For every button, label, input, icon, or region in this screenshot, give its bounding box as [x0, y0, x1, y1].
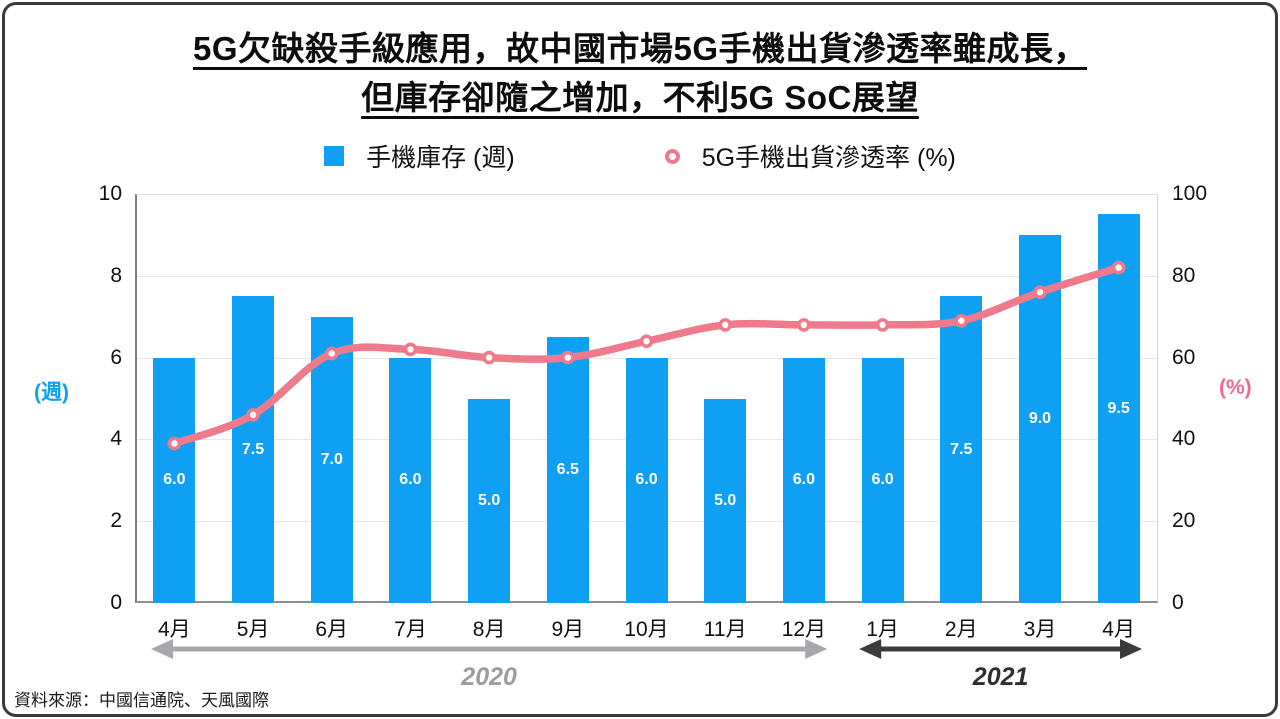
y-axis-tick-left: 4 [110, 427, 122, 451]
y-axis-tick-left: 8 [110, 263, 122, 287]
chart-title-line2: 但庫存卻隨之增加，不利5G SoC展望 [361, 79, 919, 116]
left-axis-unit-label: (週) [34, 381, 69, 404]
legend-item-inventory: 手機庫存 (週) [324, 138, 515, 174]
bar [468, 398, 511, 603]
y-axis-tick-right: 60 [1172, 345, 1196, 369]
x-axis-label: 6月 [315, 618, 349, 641]
arrowhead-icon [151, 639, 173, 659]
bar-value-label: 7.5 [950, 440, 973, 458]
y-axis-tick-left: 10 [98, 182, 122, 205]
data-point-marker [639, 334, 654, 349]
bar-value-label: 9.0 [1028, 409, 1052, 427]
legend-label-penetration: 5G手機出貨滲透率 (%) [701, 144, 956, 172]
chart-title-line1: 5G欠缺殺手級應用，故中國市場5G手機出貨滲透率雖成長， [192, 30, 1088, 67]
x-axis-label: 1月 [866, 618, 899, 641]
legend-label-inventory: 手機庫存 (週) [366, 144, 515, 172]
bar-value-label: 6.0 [399, 471, 422, 489]
bar [782, 357, 825, 603]
bar [153, 357, 196, 603]
y-axis-tick-left: 6 [110, 345, 122, 369]
x-axis-label: 10月 [624, 618, 669, 641]
bar [546, 337, 589, 603]
source-note: 資料來源：中國信通院、天風國際 [14, 691, 269, 710]
bar-value-label: 7.5 [241, 440, 265, 458]
data-point-marker [482, 350, 496, 365]
arrowhead-icon [1120, 639, 1142, 659]
x-axis-label: 8月 [472, 618, 506, 641]
chart-title: 5G欠缺殺手級應用，故中國市場5G手機出貨滲透率雖成長， 但庫存卻隨之增加，不利… [0, 24, 1280, 122]
y-axis-tick-left: 2 [110, 509, 122, 533]
bar [940, 296, 983, 603]
chart-legend: 手機庫存 (週) 5G手機出貨滲透率 (%) [0, 138, 1280, 174]
bar-value-label: 5.0 [714, 491, 737, 509]
data-point-marker [875, 318, 890, 332]
bar-value-label: 6.5 [556, 461, 579, 479]
x-axis-label: 2月 [944, 618, 978, 641]
legend-item-penetration: 5G手機出貨滲透率 (%) [664, 138, 956, 174]
trend-line [170, 263, 1123, 448]
x-axis-label: 9月 [551, 618, 585, 641]
bar [1097, 214, 1140, 603]
x-axis-label: 5月 [236, 618, 270, 641]
bar-series-swatch-icon [324, 146, 345, 166]
data-point-marker [167, 436, 182, 451]
bar-value-label: 6.0 [635, 471, 658, 489]
data-point-marker [954, 313, 969, 328]
y-axis-tick-left: 0 [110, 591, 122, 614]
bar-value-label: 5.0 [477, 491, 501, 509]
y-axis-tick-right: 40 [1172, 427, 1196, 451]
bar-value-label: 9.5 [1107, 399, 1130, 417]
data-point-marker [403, 342, 418, 357]
x-axis-label: 4月 [1102, 618, 1135, 641]
grid-line [137, 275, 1157, 277]
y-axis-tick-right: 80 [1172, 263, 1196, 287]
data-point-marker [718, 318, 732, 332]
x-axis-label: 3月 [1023, 618, 1057, 641]
year-label: 2020 [461, 663, 517, 691]
bar [389, 357, 432, 603]
bar [861, 357, 904, 603]
bar-value-label: 7.0 [320, 450, 343, 468]
data-point-marker [246, 408, 260, 422]
y-axis-tick-right: 0 [1172, 591, 1184, 614]
bar-value-label: 6.0 [871, 471, 894, 489]
bar [704, 398, 747, 603]
data-point-marker [1111, 260, 1126, 275]
line-series-marker-icon [664, 148, 680, 164]
bar [232, 296, 275, 603]
year-label: 2021 [972, 663, 1029, 691]
data-point-marker [324, 346, 339, 361]
x-axis-label: 12月 [781, 618, 827, 641]
data-point-marker [1033, 285, 1047, 299]
bar-value-label: 6.0 [792, 471, 815, 489]
data-point-marker [797, 318, 811, 332]
y-axis-tick-right: 20 [1172, 509, 1196, 533]
x-axis-label: 4月 [158, 618, 191, 641]
x-axis-label: 11月 [703, 618, 747, 641]
bar-value-label: 6.0 [163, 471, 186, 489]
bar [625, 357, 668, 603]
data-point-marker [561, 350, 575, 365]
arrowhead-icon [805, 639, 828, 659]
y-axis-tick-right: 100 [1172, 182, 1208, 205]
right-axis-unit-label: (%) [1219, 376, 1252, 399]
x-axis-label: 7月 [394, 618, 427, 641]
arrowhead-icon [859, 639, 882, 659]
